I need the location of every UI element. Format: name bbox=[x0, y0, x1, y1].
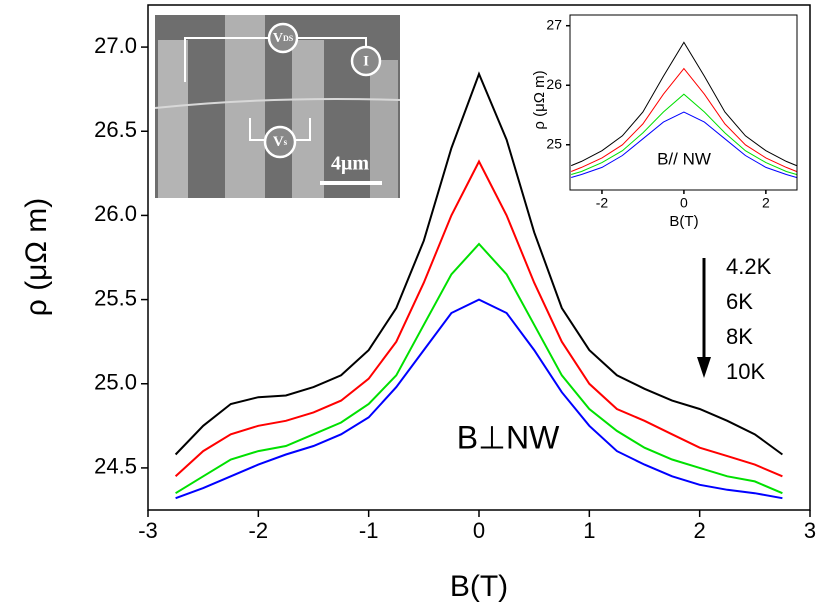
circle bbox=[263, 125, 297, 159]
y-tick-label: 26.0 bbox=[94, 201, 137, 226]
y-axis-title: ρ (μΩ m) bbox=[531, 70, 548, 129]
data-line bbox=[175, 242, 783, 495]
annotation: B⊥NW bbox=[457, 419, 560, 455]
x-tick-label: -3 bbox=[138, 518, 158, 543]
legend-arrowhead bbox=[697, 357, 711, 378]
data-line bbox=[571, 41, 797, 167]
x-tick-label: -2 bbox=[596, 195, 609, 211]
x-tick-label: 3 bbox=[804, 518, 816, 543]
y-tick-label: 25 bbox=[546, 135, 562, 151]
inset-chart: -2 0 2 25 26 27 B(T) ρ (μΩ m) B// NW bbox=[531, 14, 798, 230]
main-chart: -3 -2 -1 0 1 2 3 24.5 25.0 25.5 26.0 26.5 27.0 B(T) ρ … bbox=[20, 4, 816, 603]
x-tick-label: -1 bbox=[359, 518, 379, 543]
nanowire bbox=[154, 98, 401, 109]
sem-image: VDS I Vs 4μm bbox=[154, 15, 401, 198]
label-main: V bbox=[273, 134, 284, 150]
x-tick-label: 1 bbox=[583, 518, 595, 543]
x-tick-label: 2 bbox=[762, 195, 770, 211]
vds-label: VDS bbox=[273, 31, 294, 46]
data-line bbox=[571, 111, 797, 178]
data-line bbox=[175, 298, 783, 500]
electrode bbox=[370, 60, 398, 198]
vs-label: Vs bbox=[273, 134, 288, 150]
current-label: I bbox=[363, 53, 369, 69]
legend-label: 8K bbox=[726, 324, 753, 349]
plot-background bbox=[570, 15, 797, 190]
x-axis-title: B(T) bbox=[450, 570, 508, 603]
x-tick-label: 0 bbox=[473, 518, 485, 543]
circle bbox=[350, 45, 382, 77]
label-sub: DS bbox=[283, 34, 294, 43]
y-tick-label: 27 bbox=[546, 16, 562, 32]
label-sub: s bbox=[284, 137, 288, 147]
scale-bar bbox=[320, 181, 382, 185]
x-tick-label: 0 bbox=[680, 195, 688, 211]
data-line bbox=[174, 159, 783, 478]
y-tick-label: 27.0 bbox=[94, 33, 137, 58]
annotation: B// NW bbox=[657, 149, 711, 168]
legend-label: 6K bbox=[726, 289, 753, 314]
label-main: V bbox=[273, 31, 283, 46]
circle bbox=[267, 22, 299, 54]
scale-label: 4μm bbox=[331, 153, 369, 175]
electrode bbox=[225, 15, 265, 198]
y-axis-title: ρ (μΩ m) bbox=[20, 198, 53, 316]
y-tick-label: 25.0 bbox=[94, 370, 137, 395]
data-line bbox=[571, 67, 797, 172]
y-tick-label: 26.5 bbox=[94, 117, 137, 142]
data-line bbox=[174, 71, 783, 456]
electrode bbox=[158, 40, 188, 198]
x-tick-label: 2 bbox=[694, 518, 706, 543]
legend-label: 10K bbox=[726, 359, 765, 384]
x-tick-label: -2 bbox=[249, 518, 269, 543]
legend-label: 4.2K bbox=[726, 254, 772, 279]
y-tick-label: 26 bbox=[546, 76, 562, 92]
y-tick-label: 25.5 bbox=[94, 285, 137, 310]
y-tick-label: 24.5 bbox=[94, 454, 137, 479]
x-axis-title: B(T) bbox=[669, 213, 698, 230]
data-line bbox=[571, 93, 797, 175]
electrode bbox=[292, 40, 324, 198]
